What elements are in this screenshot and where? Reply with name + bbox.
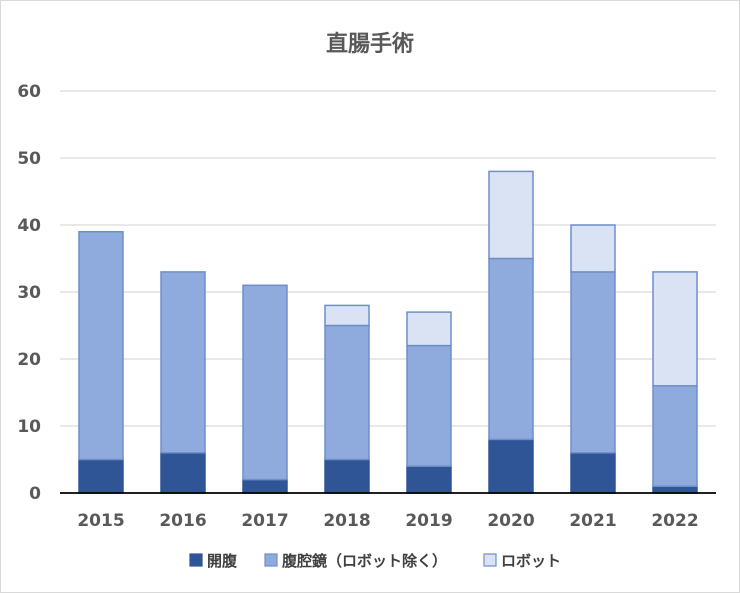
bar-segment <box>324 324 370 461</box>
bar-segment <box>488 438 534 494</box>
legend-swatch <box>264 553 278 567</box>
bar-segment <box>324 458 370 494</box>
legend-swatch <box>483 553 497 567</box>
x-tick-label: 2018 <box>323 511 370 531</box>
bar-segment <box>570 452 616 494</box>
bar-segment <box>160 271 206 454</box>
bar-segment <box>242 284 288 481</box>
y-tick-label: 30 <box>17 283 41 303</box>
x-tick-label: 2019 <box>405 511 452 531</box>
bar-segment <box>78 230 124 461</box>
bars <box>78 170 698 494</box>
legend: 開腹 腹腔鏡（ロボット除く） ロボット <box>189 552 561 570</box>
legend-label: 開腹 <box>207 552 238 570</box>
x-axis-ticks: 2015 2016 2017 2018 2019 2020 2021 2022 <box>77 511 698 531</box>
y-axis-ticks: 0 10 20 30 40 50 60 <box>17 82 41 504</box>
x-tick-label: 2015 <box>77 511 124 531</box>
bar-segment <box>488 257 534 441</box>
bar-segment <box>242 478 288 494</box>
bar-segment <box>160 452 206 494</box>
x-tick-label: 2016 <box>159 511 206 531</box>
y-tick-label: 40 <box>17 216 41 236</box>
bar-segment <box>406 465 452 494</box>
gridlines <box>60 90 716 427</box>
x-tick-label: 2022 <box>651 511 698 531</box>
bar-segment <box>652 271 698 387</box>
bar-segment <box>406 311 452 347</box>
x-tick-label: 2020 <box>487 511 534 531</box>
bar-segment <box>488 170 534 260</box>
legend-label: 腹腔鏡（ロボット除く） <box>282 552 447 570</box>
y-tick-label: 10 <box>17 417 41 437</box>
legend-swatch <box>189 553 203 567</box>
y-tick-label: 50 <box>17 149 41 169</box>
bar-segment <box>652 385 698 488</box>
bar-segment <box>406 344 452 467</box>
chart-title: 直腸手術 <box>326 31 414 57</box>
y-tick-label: 20 <box>17 350 41 370</box>
bar-segment <box>570 271 616 454</box>
y-tick-label: 60 <box>17 82 41 102</box>
bar-segment <box>78 458 124 494</box>
x-tick-label: 2021 <box>569 511 616 531</box>
y-tick-label: 0 <box>29 484 41 504</box>
legend-label: ロボット <box>501 552 561 570</box>
bar-segment <box>570 224 616 273</box>
bar-segment <box>652 485 698 494</box>
x-tick-label: 2017 <box>241 511 288 531</box>
bar-segment <box>324 304 370 327</box>
